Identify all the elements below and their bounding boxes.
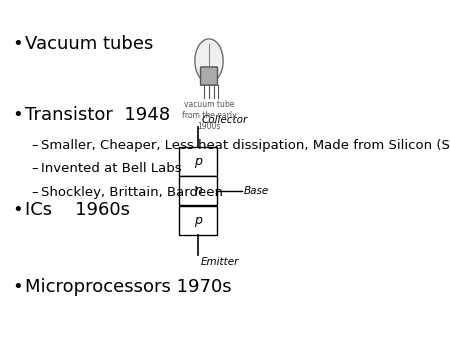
Text: ICs    1960s: ICs 1960s xyxy=(25,200,130,219)
Text: •: • xyxy=(13,106,23,124)
Text: •: • xyxy=(13,200,23,219)
Text: Microprocessors 1970s: Microprocessors 1970s xyxy=(25,278,232,296)
Bar xyxy=(179,176,217,205)
Text: –: – xyxy=(32,186,38,199)
Text: p: p xyxy=(194,155,202,168)
Text: Shockley, Brittain, Bardeen: Shockley, Brittain, Bardeen xyxy=(41,186,223,199)
Bar xyxy=(179,147,217,176)
Text: Transistor  1948: Transistor 1948 xyxy=(25,106,170,124)
Text: n: n xyxy=(194,184,202,197)
Text: Collector: Collector xyxy=(201,115,248,125)
Text: Base: Base xyxy=(243,186,269,196)
Text: –: – xyxy=(32,163,38,175)
Text: Invented at Bell Labs: Invented at Bell Labs xyxy=(41,163,181,175)
Text: p: p xyxy=(194,214,202,227)
Text: Vacuum tubes: Vacuum tubes xyxy=(25,35,153,53)
Text: Emitter: Emitter xyxy=(201,257,239,267)
Text: •: • xyxy=(13,278,23,296)
Text: Smaller, Cheaper, Less heat dissipation, Made from Silicon (Sand): Smaller, Cheaper, Less heat dissipation,… xyxy=(41,139,450,152)
Text: –: – xyxy=(32,139,38,152)
Text: vacuum tube
from the early
1900s: vacuum tube from the early 1900s xyxy=(182,100,236,131)
Bar xyxy=(179,206,217,235)
Text: •: • xyxy=(13,35,23,53)
Ellipse shape xyxy=(195,39,223,83)
FancyBboxPatch shape xyxy=(201,67,217,85)
